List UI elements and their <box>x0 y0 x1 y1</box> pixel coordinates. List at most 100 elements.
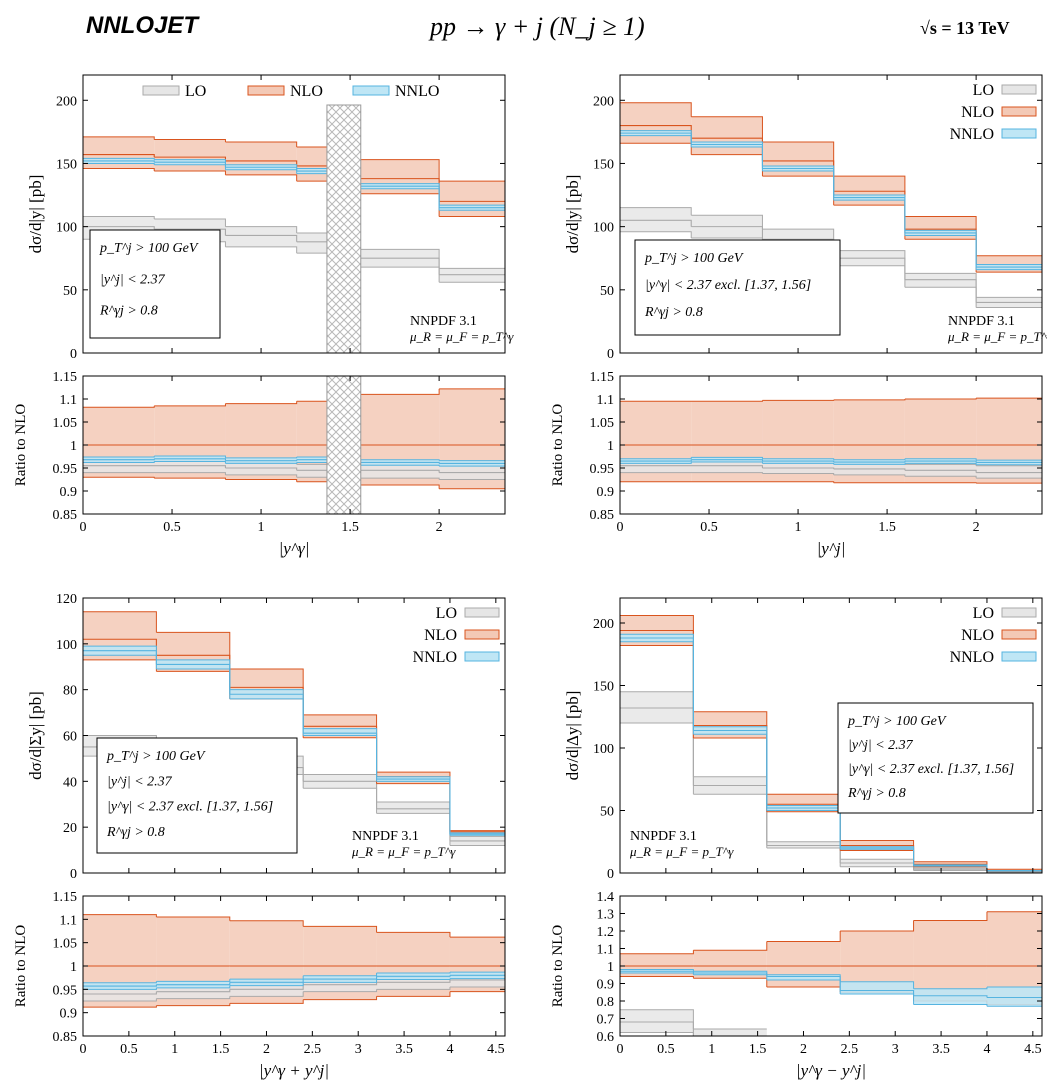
main-ytick-label-0: 0 <box>607 347 614 362</box>
xtick-label-6: 3 <box>355 1042 362 1057</box>
main-nnlo-series <box>620 130 1042 271</box>
ratio-ytick-label-4: 1.05 <box>590 416 615 431</box>
ratio-nnlo-low-line <box>83 461 505 467</box>
main-nnlo-central-line <box>83 160 505 209</box>
xtick-label-2: 1 <box>708 1042 715 1057</box>
main-nnlo-high-line <box>83 157 505 206</box>
ratio-nnlo-band-3 <box>840 981 914 994</box>
legend: LO NLO NNLO <box>142 83 439 100</box>
main-plot-area <box>620 102 1042 309</box>
ratio-ytick-label-5: 1.1 <box>60 393 78 408</box>
main-ytick-label-2: 100 <box>56 221 77 236</box>
pdf-label: NNPDF 3.1 <box>630 829 697 844</box>
ratio-nlo-low-line <box>83 991 505 1008</box>
main-nnlo-high-line <box>83 645 505 834</box>
ratio-ytick-label-0: 0.85 <box>590 508 615 523</box>
cuts-box: p_T^j > 100 GeV |y^j| < 2.37 |y^γ| < 2.37 … <box>837 702 1034 814</box>
ratio-ytick-label-6: 1.15 <box>590 370 615 385</box>
main-nlo-high-line <box>83 611 505 832</box>
scale-label: μ_R = μ_F = p_T^γ <box>947 329 1047 344</box>
legend-swatch-nlo <box>1001 106 1037 117</box>
ratio-nnlo-central-line <box>620 970 1042 999</box>
main-nnlo-band-3 <box>303 728 377 736</box>
ratio-y-axis-label: Ratio to NLO <box>13 404 29 487</box>
ratio-ytick-label-1: 0.9 <box>60 485 78 500</box>
ratio-lo-low-line <box>83 472 505 480</box>
legend-swatch-lo <box>1001 607 1037 618</box>
ratio-lo-series <box>83 460 505 480</box>
main-nnlo-central-line <box>620 132 1042 268</box>
ratio-ytick-label-3: 0.9 <box>597 978 615 993</box>
main-frame <box>619 597 1043 874</box>
xtick-label-1: 0.5 <box>657 1042 675 1057</box>
main-frame <box>619 74 1043 354</box>
ratio-ytick-label-5: 1.1 <box>60 913 78 928</box>
main-lo-band-2 <box>766 841 841 848</box>
y-axis-label: dσ/d|Σy| [pb] <box>26 691 45 780</box>
ratio-nnlo-band-5 <box>986 987 1042 1007</box>
ratio-lo-band-1 <box>693 1029 767 1036</box>
cuts-box-frame <box>634 239 841 336</box>
ratio-ytick-label-1: 0.9 <box>597 485 615 500</box>
xtick-label-6: 3 <box>892 1042 899 1057</box>
main-lo-high-line <box>620 207 1042 298</box>
ratio-nnlo-central-line <box>83 974 505 987</box>
cut-label-3: R^γj > 0.8 <box>847 786 906 801</box>
xtick-label-4: 2 <box>973 520 980 535</box>
main-lo-band-0 <box>620 691 694 723</box>
xtick-label-2: 1 <box>258 520 265 535</box>
main-nlo-band-0 <box>620 102 692 144</box>
main-ytick-label-1: 20 <box>63 821 77 836</box>
main-nnlo-series <box>83 157 505 211</box>
main-ytick-label-3: 150 <box>593 157 614 172</box>
ratio-plot-area <box>83 914 505 1008</box>
ratio-lo-band-0 <box>620 461 692 473</box>
legend-swatch-nnlo <box>1001 651 1037 662</box>
ratio-lo-series <box>620 1009 767 1036</box>
pdf-label: NNPDF 3.1 <box>352 829 419 844</box>
nnlojet-logo: NNLOJET <box>86 12 199 39</box>
main-nlo-central-line <box>620 124 1042 266</box>
main-ytick-label-1: 50 <box>600 805 614 820</box>
cut-label-3: R^γj > 0.8 <box>106 825 165 840</box>
y-axis-label: dσ/d|y| [pb] <box>26 175 45 254</box>
main-ytick-label-2: 100 <box>593 221 614 236</box>
main-lo-central-line <box>620 219 1042 304</box>
legend: LO NLO NNLO <box>950 605 1037 666</box>
ratio-ytick-label-2: 0.95 <box>590 462 615 477</box>
ratio-lo-low-line <box>620 472 1042 479</box>
main-lo-high-line <box>83 216 505 269</box>
legend-swatch-nnlo <box>464 651 500 662</box>
ratio-nnlo-band-4 <box>913 988 987 1005</box>
legend-swatch-lo <box>464 607 500 618</box>
main-ytick-label-4: 200 <box>593 94 614 109</box>
ratio-y-axis-label: Ratio to NLO <box>550 925 566 1008</box>
main-ytick-label-4: 200 <box>593 617 614 632</box>
main-nlo-series <box>83 136 505 218</box>
xtick-label-3: 1.5 <box>341 520 359 535</box>
xtick-label-0: 0 <box>80 1042 87 1057</box>
main-nlo-central-line <box>83 638 505 833</box>
ratio-ytick-label-1: 0.7 <box>597 1013 615 1028</box>
legend-label-lo: LO <box>185 83 206 100</box>
x-axis-label: |y^j| <box>817 539 846 558</box>
main-frame <box>82 74 506 354</box>
ratio-plot-area <box>620 397 1042 484</box>
pdf-label: NNPDF 3.1 <box>410 314 477 329</box>
ratio-plot-area <box>83 388 505 490</box>
ratio-lo-band-3 <box>303 980 377 992</box>
xtick-label-4: 2 <box>436 520 443 535</box>
legend: LO NLO NNLO <box>950 82 1037 143</box>
cut-label-1: |y^j| < 2.37 <box>100 272 166 287</box>
main-lo-band-2 <box>225 226 297 247</box>
cuts-box: p_T^j > 100 GeV |y^j| < 2.37 R^γj > 0.8 <box>89 229 221 339</box>
main-nnlo-high-line <box>620 130 1042 266</box>
y-axis-label: dσ/d|y| [pb] <box>563 175 582 254</box>
main-nlo-low-line <box>83 168 505 218</box>
main-nlo-band-5 <box>449 830 505 835</box>
main-ytick-label-2: 40 <box>63 775 77 790</box>
process-title: pp → γ + j (N_j ≥ 1) <box>430 12 645 41</box>
main-lo-band-4 <box>376 801 450 814</box>
ratio-lo-band-0 <box>620 1009 694 1033</box>
main-ytick-label-0: 0 <box>70 867 77 882</box>
